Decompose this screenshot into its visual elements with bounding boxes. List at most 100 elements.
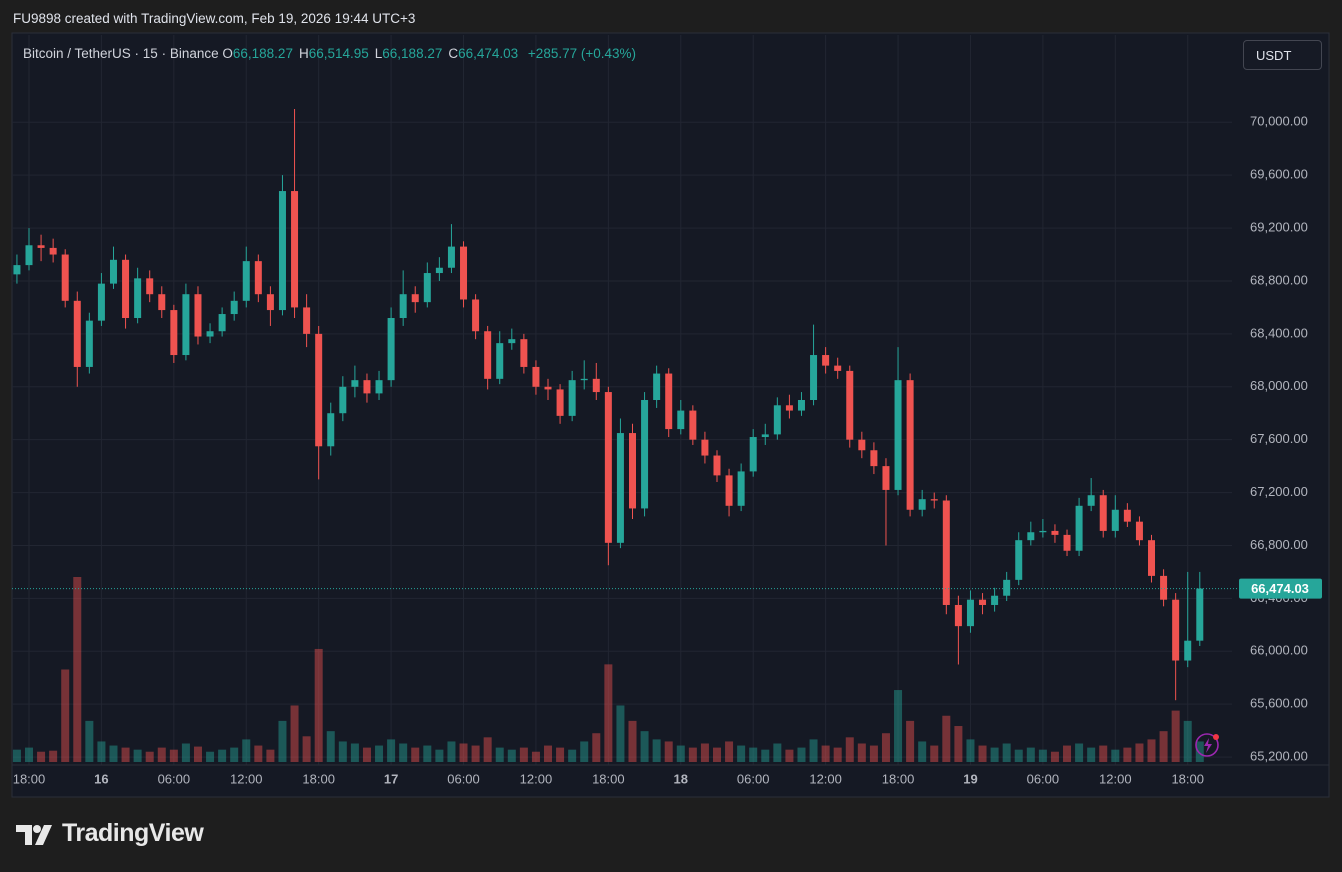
volume-bar <box>12 749 21 762</box>
y-tick-label: 65,600.00 <box>1250 696 1308 711</box>
volume-bar <box>133 749 142 762</box>
volume-bar <box>1099 745 1108 762</box>
volume-bar <box>326 731 335 762</box>
candle-body <box>629 433 636 509</box>
volume-bar <box>1123 747 1132 762</box>
y-tick-label: 68,800.00 <box>1250 272 1308 287</box>
volume-bar <box>640 731 649 762</box>
volume-bar <box>942 715 951 762</box>
candle-body <box>580 378 588 381</box>
volume-bar <box>206 751 215 762</box>
candle-body <box>25 245 33 266</box>
candle-body <box>749 437 757 472</box>
volume-bar <box>1050 751 1059 762</box>
candle-body <box>1184 640 1192 661</box>
candle-body <box>1123 509 1131 522</box>
candle-body <box>351 380 359 387</box>
x-tick-label: 12:00 <box>230 771 263 786</box>
volume-bar <box>1075 743 1084 762</box>
currency-button[interactable]: USDT <box>1243 40 1322 70</box>
volume-bar <box>181 743 190 762</box>
candle-body <box>97 283 105 321</box>
candle-body <box>810 355 818 400</box>
candle-body <box>592 378 600 393</box>
candle-body <box>339 386 347 414</box>
volume-bar <box>1026 747 1035 762</box>
x-tick-label: 18:00 <box>302 771 335 786</box>
volume-bar <box>254 745 263 762</box>
candle-body <box>218 314 226 332</box>
volume-bar <box>688 747 697 762</box>
candle-body <box>870 450 878 467</box>
candle-body <box>532 366 540 387</box>
candle-body <box>85 320 93 367</box>
candle-body <box>1003 579 1011 596</box>
alert-dot <box>1213 734 1219 740</box>
candle-body <box>797 400 805 411</box>
ohlc-value: 66,188.27 <box>232 46 293 61</box>
candle-body <box>13 265 21 275</box>
volume-bar <box>97 741 106 762</box>
candle-body <box>303 307 311 334</box>
volume-bar <box>302 736 311 762</box>
volume-bar <box>1038 749 1047 762</box>
x-tick-label: 17 <box>384 771 398 786</box>
candle-body <box>194 294 202 337</box>
candle-body <box>206 331 214 337</box>
candle-body <box>375 380 383 394</box>
candle-body <box>460 246 468 300</box>
candle-body <box>906 380 914 510</box>
candle-body <box>689 410 697 440</box>
candle-body <box>266 294 274 311</box>
ohlc-key: O <box>222 46 233 61</box>
brand: TradingView <box>62 819 204 847</box>
volume-bar <box>507 749 516 762</box>
candle-body <box>653 373 661 400</box>
volume-bar <box>230 747 239 762</box>
candle-body <box>822 355 830 366</box>
candle-body <box>363 380 371 394</box>
x-tick-label: 18:00 <box>882 771 915 786</box>
alert-icon-bolt <box>1204 738 1212 753</box>
volume-bar <box>725 741 734 762</box>
volume-bar <box>797 747 806 762</box>
volume-bar <box>700 743 709 762</box>
volume-bar <box>242 739 251 762</box>
candle-body <box>1087 495 1095 506</box>
y-tick-label: 69,600.00 <box>1250 167 1308 182</box>
x-tick-label: 06:00 <box>447 771 480 786</box>
candle-body <box>918 499 926 510</box>
volume-bar <box>737 745 746 762</box>
volume-bar <box>664 741 673 762</box>
volume-bar <box>435 749 444 762</box>
volume-bar <box>628 720 637 762</box>
volume-bar <box>749 747 758 762</box>
candle-body <box>942 500 950 605</box>
volume-bar <box>821 745 830 762</box>
volume-bar <box>906 720 915 762</box>
volume-bar <box>954 726 963 762</box>
candle-body <box>1111 509 1119 531</box>
alert-icon[interactable] <box>1195 733 1219 757</box>
y-tick-label: 70,000.00 <box>1250 114 1308 129</box>
candle-body <box>508 339 516 344</box>
candle-body <box>846 370 854 440</box>
ohlc-key: H <box>298 46 309 61</box>
candle-body <box>399 294 407 319</box>
volume-bar <box>1147 739 1156 762</box>
volume-bar <box>218 749 227 762</box>
candle-body <box>1099 495 1107 531</box>
volume-bar <box>894 690 903 762</box>
volume-bar <box>49 750 58 762</box>
candle-body <box>991 595 999 605</box>
volume-bar <box>1014 749 1023 762</box>
volume-bar <box>833 747 842 762</box>
ohlc-key: C <box>448 46 459 61</box>
x-tick-label: 16 <box>94 771 108 786</box>
candle-body <box>435 267 443 274</box>
volume-bar <box>495 747 504 762</box>
candle-body <box>158 294 166 311</box>
volume-bar <box>568 749 577 762</box>
volume-bar <box>314 648 323 762</box>
